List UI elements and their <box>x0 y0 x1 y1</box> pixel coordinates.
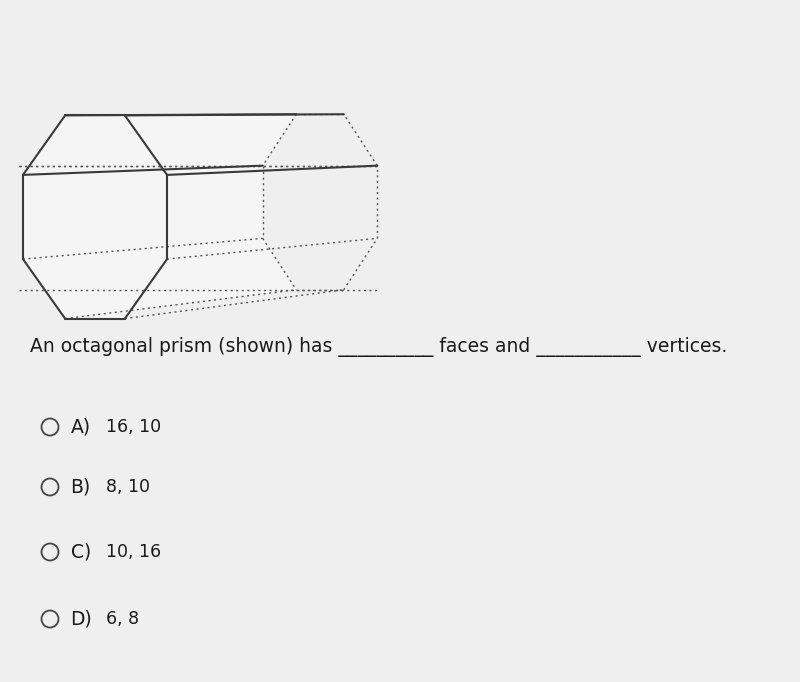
Polygon shape <box>23 114 344 318</box>
Polygon shape <box>23 115 167 318</box>
Text: An octagonal prism (shown) has __________ faces and ___________ vertices.: An octagonal prism (shown) has _________… <box>30 337 727 357</box>
Polygon shape <box>65 114 344 115</box>
Text: 6, 8: 6, 8 <box>106 610 138 628</box>
Text: 10, 16: 10, 16 <box>106 543 161 561</box>
Text: D): D) <box>70 610 92 629</box>
Text: B): B) <box>70 477 90 496</box>
Text: C): C) <box>70 542 90 561</box>
Text: A): A) <box>70 417 90 436</box>
Text: 8, 10: 8, 10 <box>106 478 150 496</box>
Text: 16, 10: 16, 10 <box>106 418 161 436</box>
